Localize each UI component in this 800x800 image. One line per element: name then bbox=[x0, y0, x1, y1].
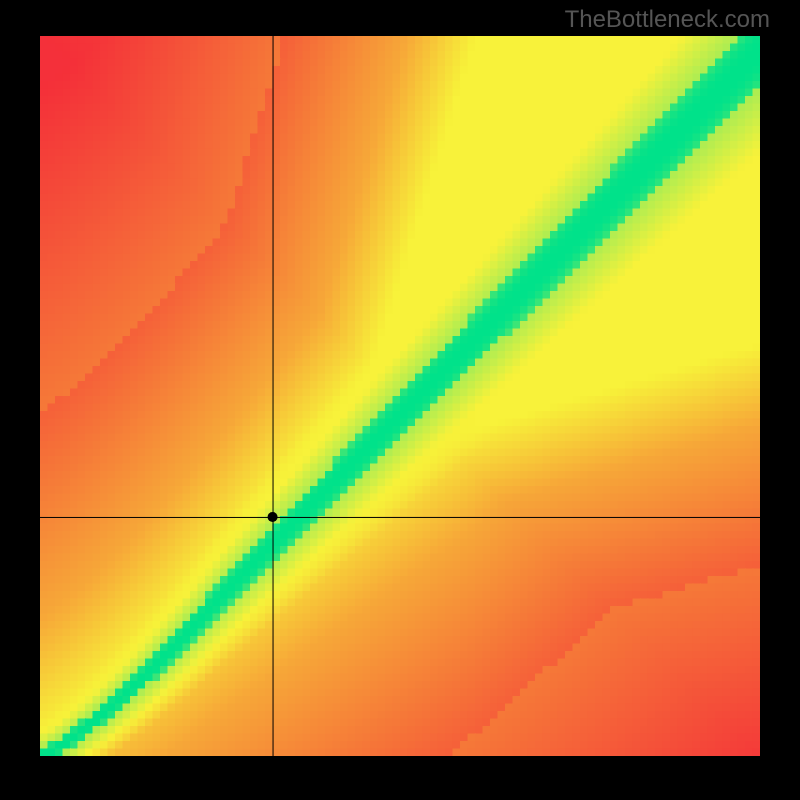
chart-container: TheBottleneck.com bbox=[0, 0, 800, 800]
watermark-text: TheBottleneck.com bbox=[565, 6, 770, 34]
heatmap-canvas bbox=[40, 36, 760, 756]
heatmap-plot-area bbox=[40, 36, 760, 756]
